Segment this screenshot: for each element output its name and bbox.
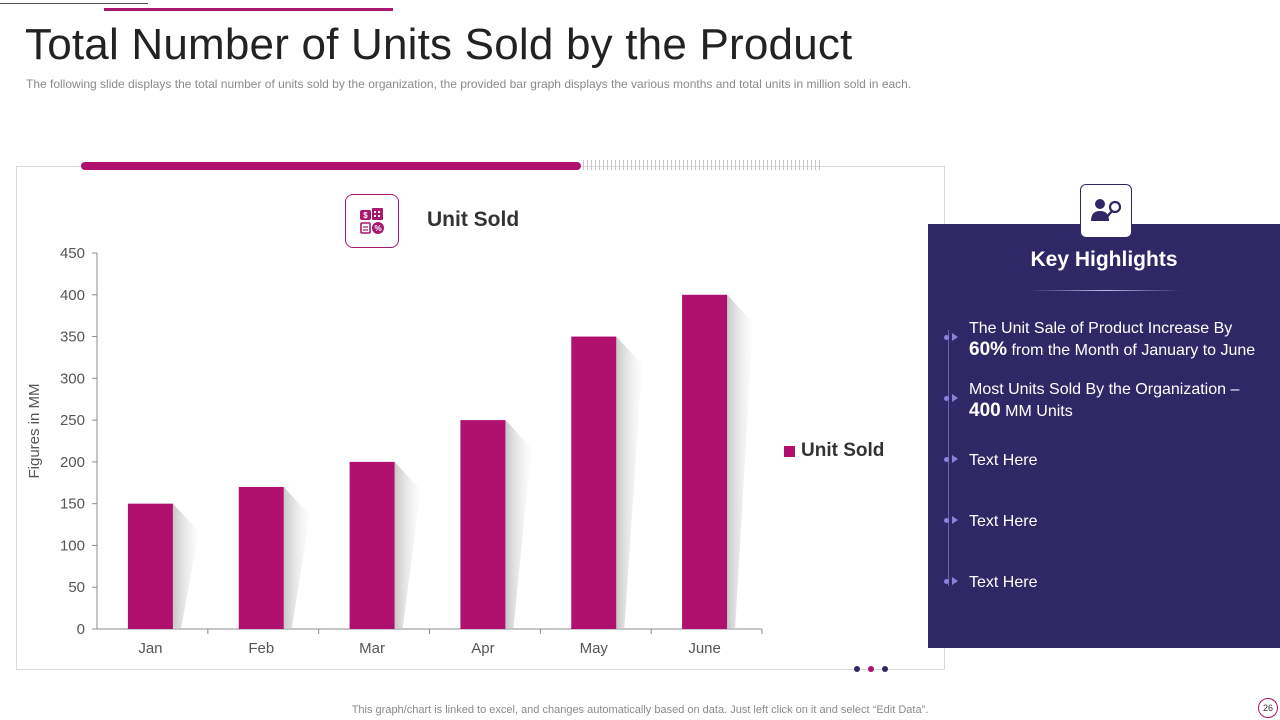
sales-icon: $ %	[345, 194, 399, 248]
bar-shadow	[727, 294, 754, 629]
x-tick-label: Jan	[138, 640, 162, 657]
y-tick-label: 400	[60, 287, 85, 304]
y-tick-label: 300	[60, 370, 85, 387]
dot	[868, 666, 874, 672]
highlight-text: from the Month of January to June	[1011, 342, 1256, 359]
bar-shadow	[172, 503, 199, 629]
bullet-arrow-icon	[944, 454, 962, 464]
page-title: Total Number of Units Sold by the Produc…	[25, 20, 853, 69]
highlight-item: Text Here	[969, 450, 1269, 471]
highlight-item: Most Units Sold By the Organization – 40…	[969, 379, 1269, 422]
bullet-arrow-icon	[944, 332, 962, 342]
bar	[682, 294, 728, 629]
y-tick-label: 350	[60, 329, 85, 346]
slide-dots	[854, 666, 888, 672]
bar	[571, 336, 617, 629]
highlight-emphasis: 60%	[969, 339, 1008, 360]
highlight-text: The Unit Sale of Product Increase By	[969, 320, 1233, 337]
key-highlights-divider	[1028, 290, 1182, 291]
bullet-arrow-icon	[944, 576, 962, 586]
page-number: 26	[1258, 698, 1278, 718]
y-axis-title: Figures in MM	[26, 383, 43, 478]
y-tick-label: 200	[60, 454, 85, 471]
bar	[238, 486, 284, 629]
x-tick-label: May	[580, 640, 609, 657]
chart-hatch-decoration	[583, 160, 820, 170]
dot	[882, 666, 888, 672]
bar-shadow	[283, 486, 310, 629]
y-tick-label: 450	[60, 245, 85, 262]
bar-shadow	[505, 420, 532, 629]
user-key-icon	[1080, 184, 1132, 238]
y-tick-label: 250	[60, 412, 85, 429]
footer-note: This graph/chart is linked to excel, and…	[351, 704, 929, 716]
x-tick-label: June	[688, 640, 721, 657]
bullet-arrow-icon	[944, 515, 962, 525]
svg-text:$: $	[363, 211, 368, 220]
x-tick-label: Apr	[471, 640, 494, 657]
y-tick-label: 0	[77, 621, 85, 638]
highlight-text: Most Units Sold By the Organization –	[969, 381, 1240, 398]
bar-shadow	[616, 336, 643, 629]
highlight-text: Text Here	[969, 452, 1038, 469]
highlight-item: Text Here	[969, 511, 1269, 532]
dot	[854, 666, 860, 672]
key-highlights-panel	[928, 224, 1280, 648]
chart-title: Unit Sold	[427, 208, 520, 231]
key-highlights-title: Key Highlights	[1030, 248, 1178, 271]
bar	[127, 503, 173, 629]
y-tick-label: 50	[68, 579, 85, 596]
chart-legend: Unit Sold	[784, 440, 884, 462]
highlight-emphasis: 400	[969, 400, 1001, 421]
x-tick-label: Feb	[248, 640, 274, 657]
page-subtitle: The following slide displays the total n…	[26, 77, 912, 91]
highlight-text: Text Here	[969, 574, 1038, 591]
svg-text:%: %	[374, 224, 381, 233]
x-tick-label: Mar	[359, 640, 385, 657]
y-tick-label: 100	[60, 537, 85, 554]
bar	[460, 420, 506, 629]
highlight-item: Text Here	[969, 572, 1269, 593]
bar	[349, 461, 395, 629]
top-rule-gray	[0, 3, 148, 4]
top-rule-accent	[104, 8, 393, 11]
legend-label: Unit Sold	[801, 440, 885, 461]
legend-swatch	[784, 445, 795, 457]
highlight-text: MM Units	[1005, 403, 1073, 420]
bar-shadow	[394, 461, 421, 629]
highlight-text: Text Here	[969, 513, 1038, 530]
chart-accent-bar	[81, 162, 581, 170]
highlight-item: The Unit Sale of Product Increase By 60%…	[969, 318, 1269, 361]
y-tick-label: 150	[60, 496, 85, 513]
bullet-arrow-icon	[944, 393, 962, 403]
